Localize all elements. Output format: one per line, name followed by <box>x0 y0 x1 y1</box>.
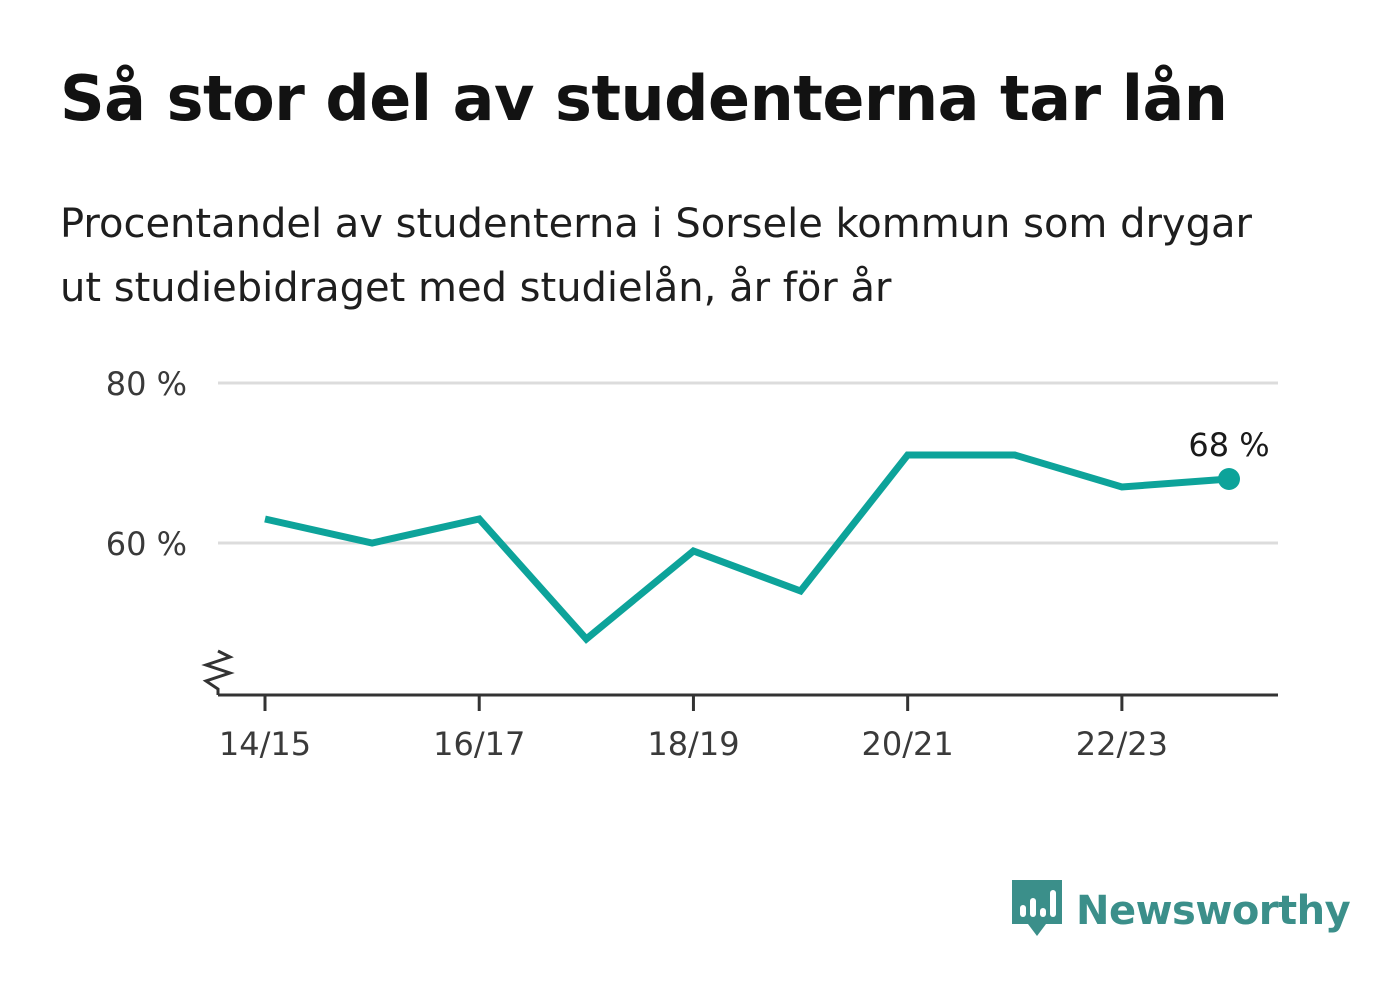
chart-title: Så stor del av studenterna tar lån <box>60 62 1228 135</box>
y-tick-label: 60 % <box>106 525 187 563</box>
chart-subtitle: Procentandel av studenterna i Sorsele ko… <box>60 201 1252 311</box>
brand-logo: Newsworthy <box>1010 878 1351 944</box>
last-value-label: 68 % <box>1188 426 1269 464</box>
x-tick-label: 20/21 <box>862 725 954 763</box>
series-line <box>264 451 1230 644</box>
y-tick-label: 80 % <box>106 365 187 403</box>
x-tick-label: 14/15 <box>219 725 311 763</box>
newsworthy-logo-icon <box>1010 878 1064 944</box>
x-tick-label: 22/23 <box>1076 725 1168 763</box>
x-tick-label: 18/19 <box>647 725 739 763</box>
x-tick-label: 16/17 <box>433 725 525 763</box>
last-value-marker <box>1218 468 1240 490</box>
brand-name: Newsworthy <box>1076 888 1351 934</box>
y-axis-break <box>201 649 235 695</box>
